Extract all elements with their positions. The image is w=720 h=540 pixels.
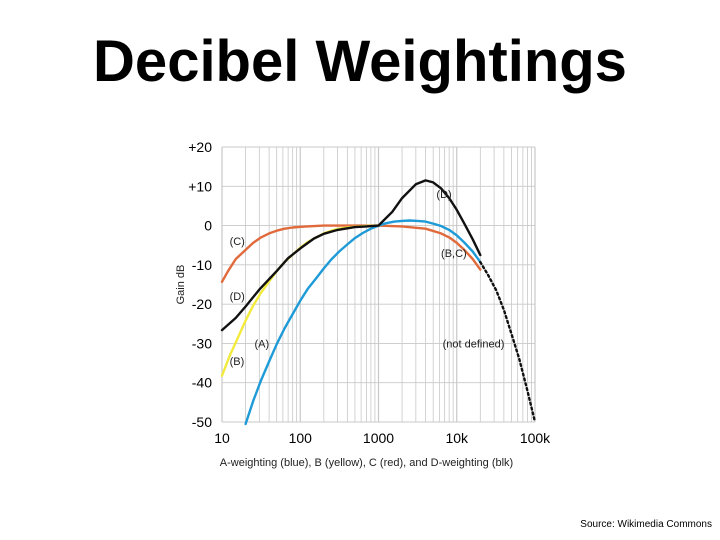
curve-annotation: (B): [230, 356, 245, 368]
series-line-c: [220, 224, 482, 283]
chart-annotations: (D) (B,C) (C) (D) (A) (B) (not defined): [230, 189, 505, 368]
x-tick-label: 100: [289, 430, 313, 446]
y-tick-label: -10: [192, 257, 212, 273]
series-line-not-defined: [479, 260, 537, 424]
curve-annotation: (B,C): [441, 248, 467, 260]
x-tick-label: 100k: [520, 430, 551, 446]
curve-annotation: (D): [230, 291, 245, 303]
y-axis-label: Gain dB: [175, 265, 187, 305]
curve-annotation: (C): [230, 236, 245, 248]
y-tick-label: -40: [192, 375, 212, 391]
y-tick-label: -30: [192, 335, 212, 351]
y-tick-label: 0: [204, 218, 212, 234]
x-tick-label: 1000: [363, 430, 394, 446]
curve-annotation: (D): [436, 189, 451, 201]
slide-title: Decibel Weightings: [93, 29, 627, 94]
y-tick-label: +20: [188, 139, 212, 155]
chart-grid: [221, 146, 536, 423]
curve-annotation: (not defined): [443, 338, 505, 350]
x-tick-label: 10k: [445, 430, 469, 446]
y-tick-label: +10: [188, 178, 212, 194]
series-line-d: [220, 179, 482, 332]
x-tick-label: 10: [214, 430, 230, 446]
chart-series: [220, 179, 537, 426]
x-axis-label: A-weighting (blue), B (yellow), C (red),…: [220, 457, 513, 469]
source-credit: Source: Wikimedia Commons: [580, 519, 712, 530]
y-tick-label: -20: [192, 296, 212, 312]
series-line-a: [244, 219, 482, 426]
curve-annotation: (A): [254, 338, 269, 350]
y-tick-label: -50: [192, 414, 212, 430]
